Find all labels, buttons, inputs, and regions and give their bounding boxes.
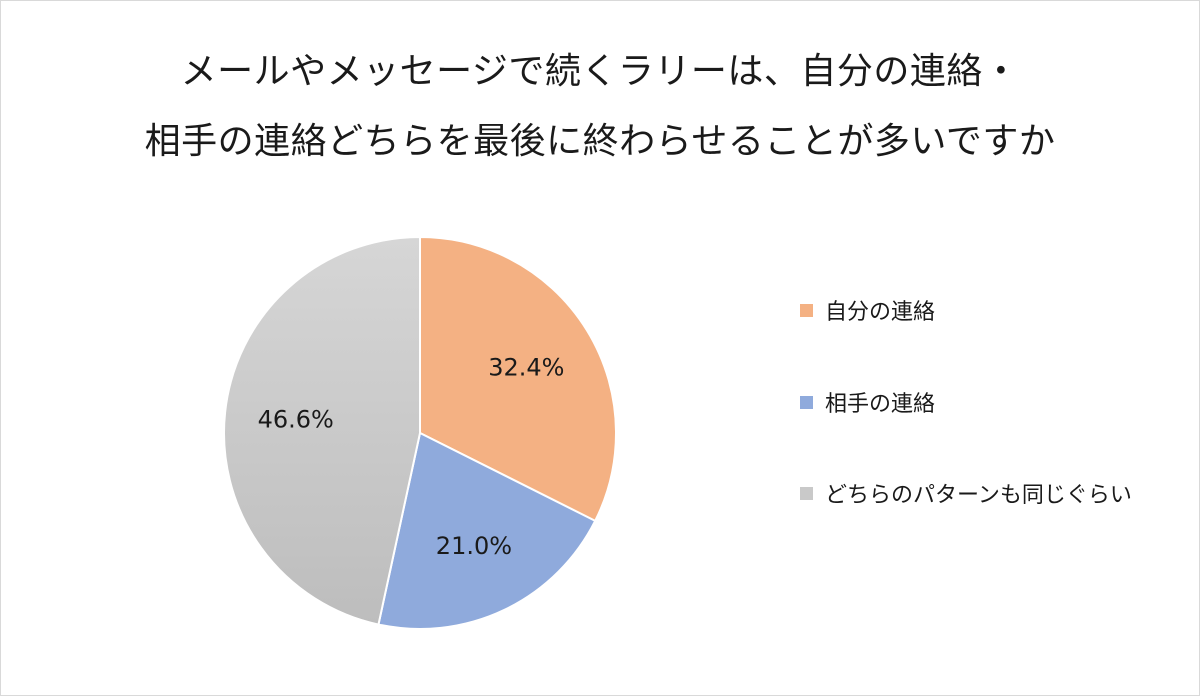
legend-label: 自分の連絡 — [825, 300, 936, 325]
pie-slice-other-contact — [377, 431, 597, 630]
legend-item-other-contact: 相手の連絡 — [800, 387, 935, 417]
legend-label: 相手の連絡 — [825, 392, 936, 417]
pie-slice-both-same — [223, 235, 421, 626]
legend-swatch — [800, 395, 813, 409]
legend-item-own-contact: 自分の連絡 — [800, 295, 935, 325]
legend-label: どちらのパターンも同じぐらい — [825, 483, 1132, 508]
legend-swatch — [800, 486, 813, 500]
pie-slice-own-contact — [419, 235, 617, 523]
legend-swatch — [800, 303, 813, 317]
chart-title-line-1: メールやメッセージで続くラリーは、自分の連絡・ — [180, 51, 1020, 92]
legend-item-both-same: どちらのパターンも同じぐらい — [800, 478, 1132, 508]
chart-title-line-2: 相手の連絡どちらを最後に終わらせることが多いですか — [144, 121, 1056, 162]
data-label-own-contact: 32.4% — [488, 353, 564, 381]
data-label-other-contact: 21.0% — [436, 532, 512, 560]
data-label-both-same: 46.6% — [258, 406, 334, 434]
